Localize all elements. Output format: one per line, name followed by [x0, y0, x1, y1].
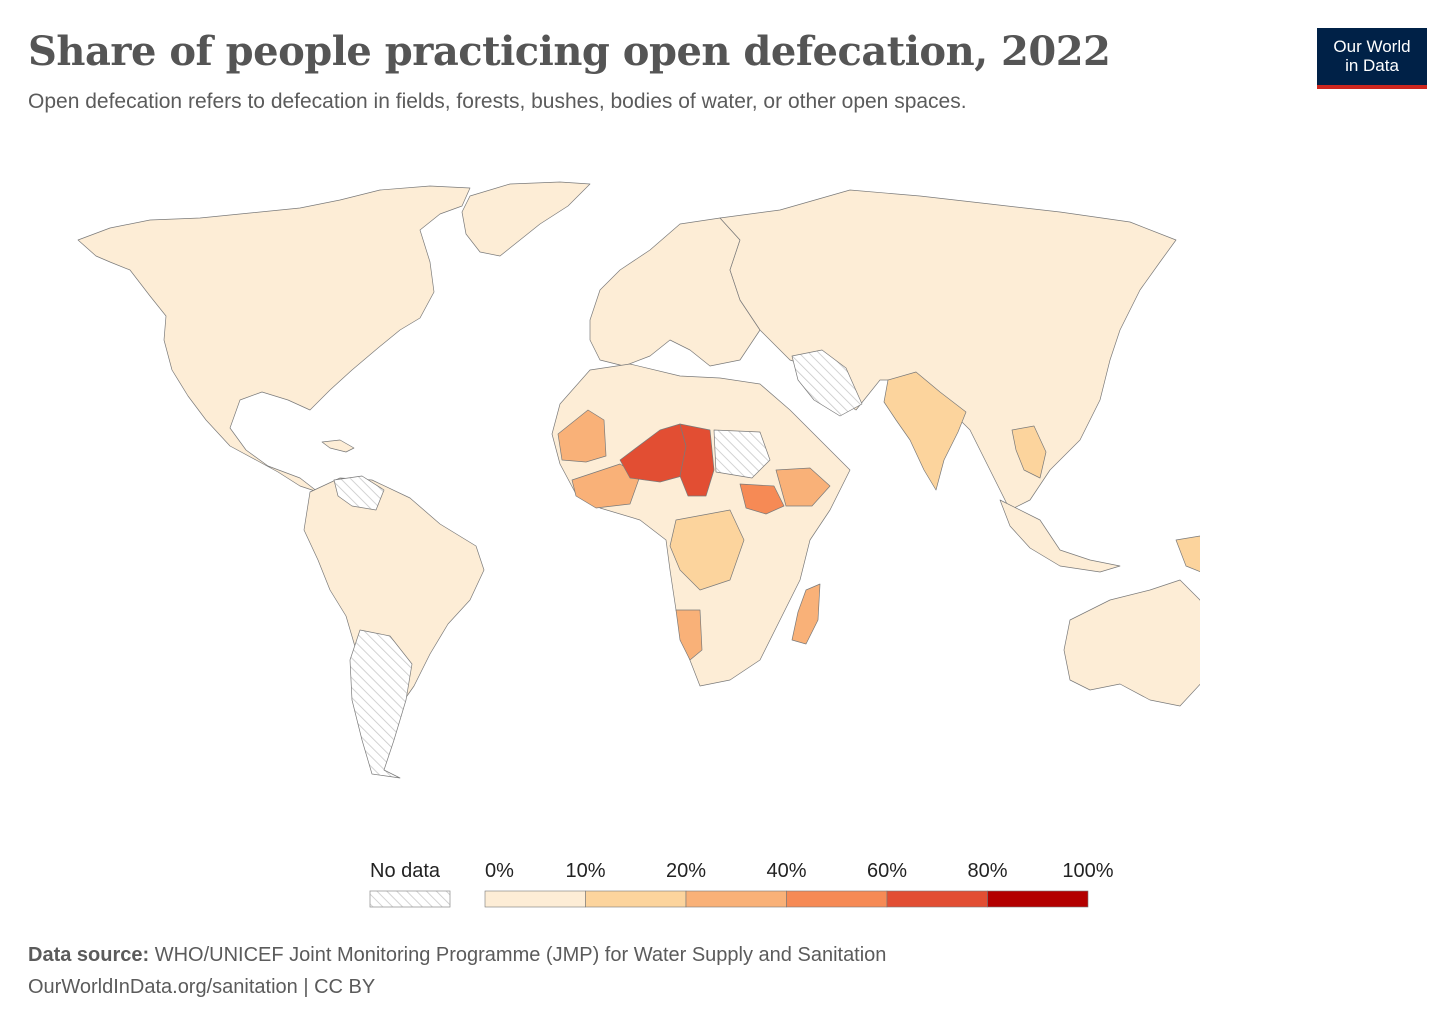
region-ethiopia[interactable] — [775, 467, 831, 507]
legend-tick-label: 100% — [1062, 860, 1113, 882]
data-source-text: WHO/UNICEF Joint Monitoring Programme (J… — [149, 944, 887, 966]
region-indonesia[interactable] — [999, 499, 1121, 573]
region-australia[interactable] — [1063, 579, 1200, 707]
region-png[interactable] — [1175, 535, 1200, 574]
chart-subtitle: Open defecation refers to defecation in … — [28, 90, 967, 113]
region-caribbean[interactable] — [321, 439, 355, 453]
legend-bin-60-80[interactable] — [886, 890, 988, 908]
legend-bin-40-60[interactable] — [786, 890, 888, 908]
world-map[interactable] — [60, 170, 1200, 790]
region-namibia[interactable] — [675, 609, 703, 661]
region-central-africa[interactable] — [669, 509, 745, 591]
region-mauritania[interactable] — [557, 409, 607, 463]
region-chad[interactable] — [679, 423, 715, 497]
data-source-line: Data source: WHO/UNICEF Joint Monitoring… — [28, 944, 886, 967]
region-iran-nodata[interactable] — [791, 349, 863, 417]
legend-tick-labels: 0% 10% 20% 40% 60% 80% 100% — [485, 860, 1114, 882]
region-laos-cambodia[interactable] — [1011, 425, 1047, 479]
logo-line-2: in Data — [1345, 56, 1399, 75]
region-india[interactable] — [883, 371, 967, 491]
legend-tick-label: 80% — [967, 860, 1007, 882]
region-west-africa[interactable] — [571, 463, 641, 509]
data-source-label: Data source: — [28, 944, 150, 966]
region-greenland[interactable] — [461, 181, 591, 257]
legend-no-data-label: No data — [370, 860, 441, 882]
legend-bin-10-20[interactable] — [585, 890, 687, 908]
legend-bin-0-10[interactable] — [484, 890, 586, 908]
legend-bin-80-100[interactable] — [987, 890, 1089, 908]
legend-bin-20-40[interactable] — [685, 890, 787, 908]
legend-tick-label: 10% — [565, 860, 605, 882]
region-north-america[interactable] — [77, 185, 471, 493]
legend-color-bins — [484, 890, 1089, 908]
legend-no-data-swatch — [369, 890, 451, 908]
chart-title: Share of people practicing open defecati… — [28, 28, 1111, 75]
region-argentina-nodata[interactable] — [349, 629, 413, 779]
legend-tick-label: 60% — [867, 860, 907, 882]
region-south-america[interactable] — [303, 477, 485, 707]
owid-logo[interactable]: Our World in Data — [1317, 28, 1427, 89]
region-venezuela-nodata[interactable] — [333, 475, 385, 511]
region-europe[interactable] — [589, 217, 761, 367]
region-sudan-nodata[interactable] — [713, 429, 771, 479]
region-madagascar[interactable] — [791, 583, 821, 645]
legend-tick-label: 0% — [485, 860, 514, 882]
logo-line-1: Our World — [1333, 37, 1411, 56]
legend-tick-label: 20% — [666, 860, 706, 882]
source-url-line[interactable]: OurWorldInData.org/sanitation | CC BY — [28, 976, 376, 998]
legend-tick-label: 40% — [766, 860, 806, 882]
region-south-sudan[interactable] — [739, 483, 785, 515]
